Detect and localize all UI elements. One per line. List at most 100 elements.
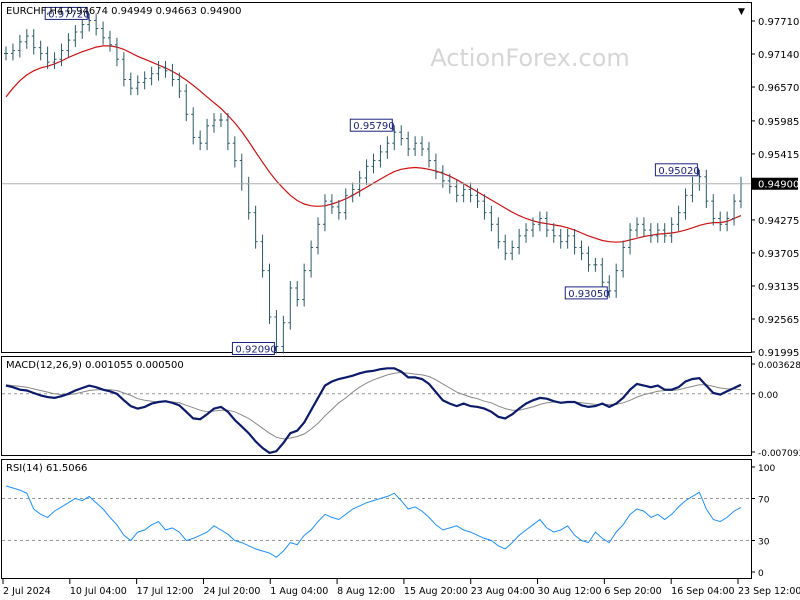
price-bar <box>711 194 716 226</box>
price-bar <box>572 228 577 255</box>
price-bar <box>66 33 71 58</box>
macd-signal-line <box>5 371 742 440</box>
price-bar <box>551 223 556 243</box>
price-bar <box>725 211 730 232</box>
price-bar <box>142 71 147 90</box>
price-bar <box>59 43 64 67</box>
price-bar <box>4 46 8 61</box>
price-bar <box>468 182 473 203</box>
price-bar <box>371 153 376 174</box>
price-bar <box>517 228 522 255</box>
x-tick-label: 15 Aug 20:00 <box>404 586 468 597</box>
price-bar <box>281 315 286 354</box>
price-y-tick-label: 0.95415 <box>758 150 799 161</box>
price-bar <box>17 34 22 58</box>
price-annotation: 0.95020 <box>654 163 700 177</box>
annotation-box <box>564 286 608 300</box>
macd-y-axis: 0.003628 0.00 -0.007093 <box>751 361 800 459</box>
x-tick-label: 17 Jul 12:00 <box>137 586 194 597</box>
price-bar <box>184 84 189 122</box>
price-bar <box>302 263 307 307</box>
price-bar <box>641 217 646 238</box>
price-bar <box>482 194 487 220</box>
price-bar <box>163 60 168 78</box>
price-bar <box>232 136 237 168</box>
price-bar <box>350 182 355 203</box>
price-bar <box>524 223 529 243</box>
price-bar <box>558 228 563 249</box>
price-annotation: 0.95790 <box>349 118 395 133</box>
collapse-arrow-icon[interactable]: ▼ <box>738 7 745 17</box>
price-bar <box>329 194 334 214</box>
price-bar <box>149 66 154 86</box>
annotation-label: 0.95790 <box>353 121 394 132</box>
annotation-box <box>654 163 698 177</box>
price-bar <box>413 136 418 156</box>
price-y-tick-label: 0.94275 <box>758 216 799 227</box>
price-bar <box>288 281 293 330</box>
rsi-y-tick-label: 100 <box>758 464 775 474</box>
rsi-series <box>5 485 742 558</box>
watermark: ActionForex.com <box>430 44 630 72</box>
price-bar <box>24 29 29 49</box>
price-y-tick-label: 0.97140 <box>758 50 799 61</box>
rsi-y-tick-label: 70 <box>758 496 770 506</box>
price-y-tick-label: 0.95985 <box>758 117 799 128</box>
price-bar <box>461 182 466 203</box>
price-bar <box>662 223 667 243</box>
annotation-box <box>349 118 393 132</box>
price-bar <box>426 142 431 168</box>
price-bar <box>260 234 265 278</box>
price-bar <box>336 199 341 220</box>
x-tick-label: 24 Jul 20:00 <box>203 586 260 597</box>
price-bar <box>38 40 43 61</box>
price-bar <box>128 72 133 96</box>
price-bar <box>385 136 390 159</box>
price-annotations: 0.97720 0.92090 0.95790 0.93050 0.95020 <box>44 6 700 355</box>
price-bar <box>634 217 639 238</box>
price-bar <box>420 136 425 156</box>
rsi-line <box>5 485 742 558</box>
price-bar <box>537 211 542 232</box>
price-bar <box>593 257 598 272</box>
price-bar <box>683 188 688 220</box>
price-annotation: 0.92090 <box>231 341 277 355</box>
x-tick-label: 16 Sep 04:00 <box>671 586 734 597</box>
rsi-y-tick-label: 30 <box>758 538 770 548</box>
price-bar <box>253 205 258 249</box>
price-bar <box>101 21 106 45</box>
price-bar <box>648 223 653 243</box>
price-bar <box>45 46 50 70</box>
price-bar <box>198 130 203 151</box>
price-bar <box>87 13 92 32</box>
x-tick-label: 6 Sep 20:00 <box>604 586 661 597</box>
price-bar <box>212 113 217 133</box>
price-bar <box>544 211 549 238</box>
price-bar <box>655 223 660 243</box>
rsi-y-tick-label: 0 <box>758 569 764 579</box>
price-bar <box>364 159 369 185</box>
rsi-y-axis: 100 70 30 0 <box>751 464 775 579</box>
x-tick-label: 10 Jul 04:00 <box>70 586 127 597</box>
macd-pane-frame <box>1 356 752 456</box>
price-bar <box>475 188 480 209</box>
macd-series <box>5 367 742 455</box>
x-tick-label: 23 Sep 12:00 <box>738 586 800 597</box>
price-pane-frame <box>1 2 752 353</box>
price-bar <box>267 263 272 324</box>
price-y-tick-label: 0.92565 <box>758 315 799 326</box>
price-bar <box>73 25 78 48</box>
x-tick-label: 1 Aug 04:00 <box>270 586 328 597</box>
price-bar <box>378 144 383 168</box>
price-bar <box>295 281 300 307</box>
price-annotation: 0.93050 <box>564 286 610 300</box>
price-bar <box>309 240 314 278</box>
price-bar <box>510 240 515 261</box>
macd-y-tick-label: 0.003628 <box>758 361 800 371</box>
price-bar <box>121 52 126 87</box>
rsi-pane-title: RSI(14) 61.5066 <box>6 463 87 474</box>
price-bar <box>191 107 196 145</box>
current-price-badge: 0.94900 <box>752 177 799 191</box>
price-bar <box>579 240 584 261</box>
price-bar <box>114 37 119 67</box>
